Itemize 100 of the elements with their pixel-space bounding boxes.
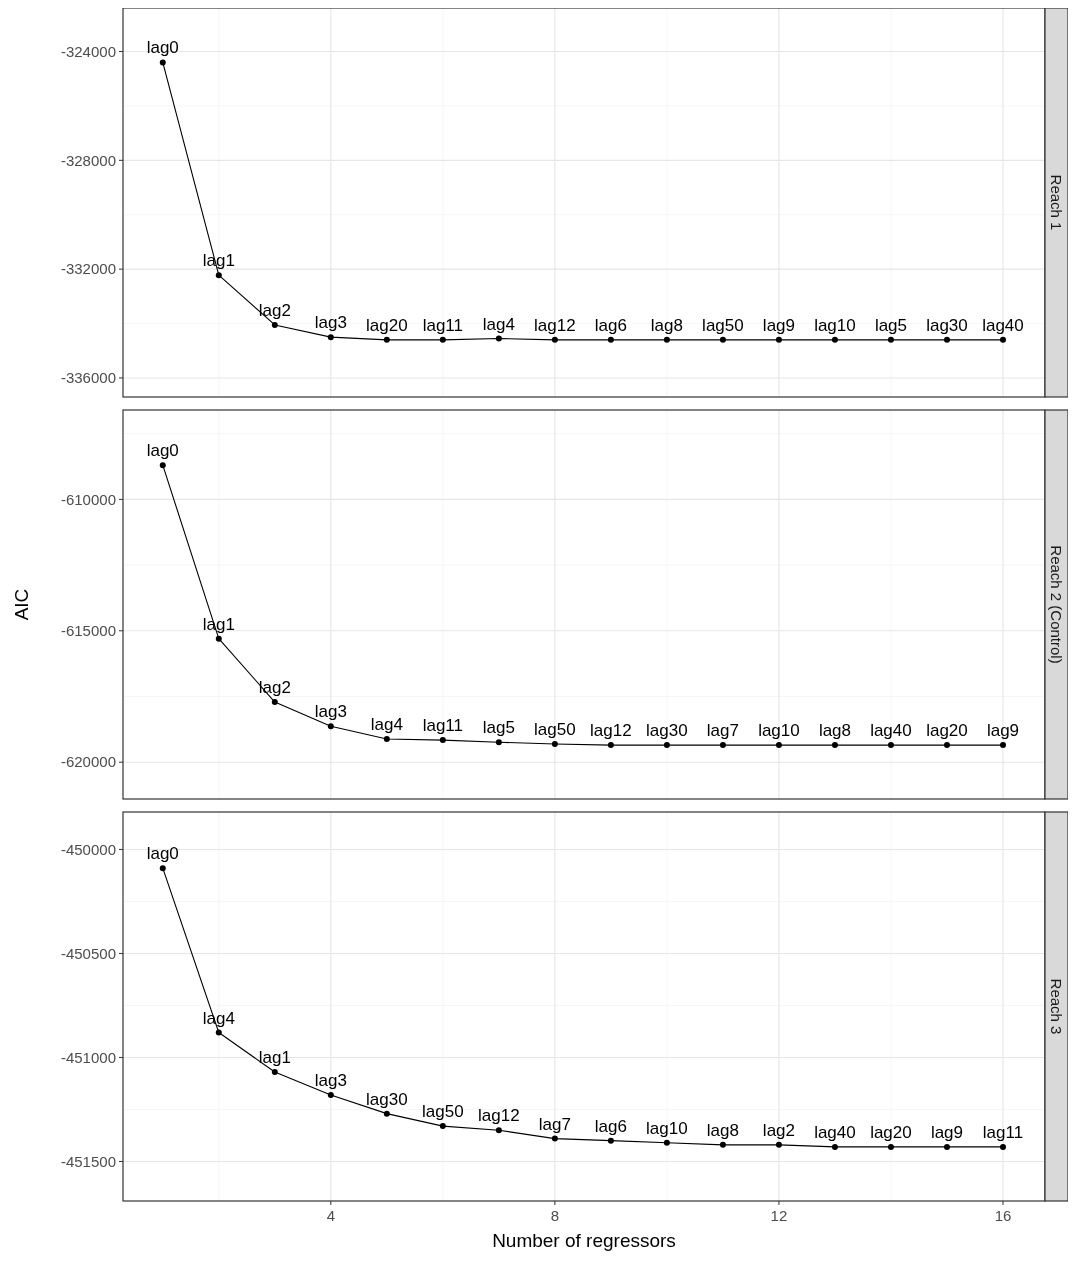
point <box>215 1029 222 1036</box>
annotation: lag12 <box>478 1106 520 1126</box>
point <box>159 59 166 66</box>
point <box>383 1110 390 1117</box>
annotation: lag2 <box>762 1120 795 1140</box>
point <box>439 737 446 744</box>
annotation: lag5 <box>482 718 515 738</box>
point <box>271 1069 278 1076</box>
annotation: lag50 <box>702 315 744 335</box>
point <box>271 699 278 706</box>
annotation: lag0 <box>146 38 179 58</box>
annotation: lag0 <box>146 844 179 864</box>
point <box>327 1091 334 1098</box>
text: Reach 3 <box>1048 978 1065 1035</box>
point <box>159 865 166 872</box>
annotation: lag4 <box>370 715 403 735</box>
point <box>383 336 390 343</box>
x-tick-label: 12 <box>770 1207 788 1224</box>
point <box>999 742 1006 749</box>
annotation: lag2 <box>258 678 291 698</box>
annotation: lag8 <box>818 721 852 741</box>
point <box>775 1141 782 1148</box>
point <box>607 336 614 343</box>
point <box>719 742 726 749</box>
y-tick-label: -451500 <box>60 1152 116 1170</box>
annotation: lag30 <box>646 721 688 741</box>
annotation: lag50 <box>422 1102 464 1122</box>
annotation: lag2 <box>258 300 291 320</box>
point <box>999 1143 1006 1150</box>
annotation: lag7 <box>538 1114 571 1134</box>
point <box>607 1137 614 1144</box>
y-tick-label: -615000 <box>60 622 116 640</box>
point <box>663 742 670 749</box>
point <box>887 1143 894 1150</box>
annotation: lag6 <box>594 1116 627 1136</box>
point <box>495 1127 502 1134</box>
point <box>551 1135 558 1142</box>
point <box>943 742 950 749</box>
annotation: lag4 <box>482 314 515 334</box>
annotation: lag11 <box>422 315 464 335</box>
annotation: lag10 <box>758 721 800 741</box>
x-tick-label: 4 <box>326 1207 335 1224</box>
point <box>439 336 446 343</box>
point <box>887 336 894 343</box>
annotation: lag11 <box>422 716 464 736</box>
point <box>271 321 278 328</box>
annotation: lag12 <box>534 315 576 335</box>
point <box>215 635 222 642</box>
point <box>551 336 558 343</box>
point <box>327 334 334 341</box>
annotation: lag20 <box>366 315 408 335</box>
annotation: lag40 <box>982 315 1024 335</box>
point <box>495 739 502 746</box>
x-axis-title: Number of regressors <box>492 1230 676 1251</box>
y-tick-label: -324000 <box>60 42 116 60</box>
point <box>439 1123 446 1130</box>
annotation: lag3 <box>314 313 347 333</box>
annotation: lag0 <box>146 441 179 461</box>
point <box>327 723 334 730</box>
annotation: lag1 <box>258 1048 291 1068</box>
point <box>831 1143 838 1150</box>
annotation: lag9 <box>762 315 795 335</box>
point <box>159 462 166 469</box>
annotation: lag20 <box>926 721 968 741</box>
point <box>775 742 782 749</box>
point <box>551 741 558 748</box>
y-tick-label: -450500 <box>60 944 116 962</box>
y-tick-label: -450000 <box>60 840 116 858</box>
point <box>495 335 502 342</box>
annotation: lag9 <box>986 721 1020 741</box>
y-tick-label: -451000 <box>60 1048 116 1066</box>
x-tick-label: 16 <box>994 1207 1012 1224</box>
point <box>887 742 894 749</box>
point <box>719 1141 726 1148</box>
annotation: lag5 <box>874 315 908 335</box>
annotation: lag6 <box>594 315 627 335</box>
annotation: lag20 <box>870 1122 912 1142</box>
annotation: lag10 <box>814 315 856 335</box>
annotation: lag8 <box>650 315 683 335</box>
y-tick-label: -610000 <box>60 490 116 508</box>
y-axis-title: AIC <box>11 588 32 621</box>
annotation: lag30 <box>926 315 968 335</box>
annotation: lag12 <box>590 721 632 741</box>
point <box>719 336 726 343</box>
annotation: lag50 <box>534 720 576 740</box>
annotation: lag40 <box>870 721 912 741</box>
x-tick-label: 8 <box>550 1207 560 1224</box>
point <box>663 1139 670 1146</box>
annotation: lag11 <box>982 1122 1024 1142</box>
point <box>831 336 838 343</box>
point <box>663 336 670 343</box>
annotation: lag3 <box>314 702 347 722</box>
annotation: lag40 <box>814 1122 856 1142</box>
point <box>775 336 782 343</box>
annotation: lag9 <box>930 1122 964 1142</box>
point <box>215 272 222 279</box>
point <box>999 336 1006 343</box>
point <box>383 736 390 743</box>
point <box>607 742 614 749</box>
point <box>943 1143 950 1150</box>
